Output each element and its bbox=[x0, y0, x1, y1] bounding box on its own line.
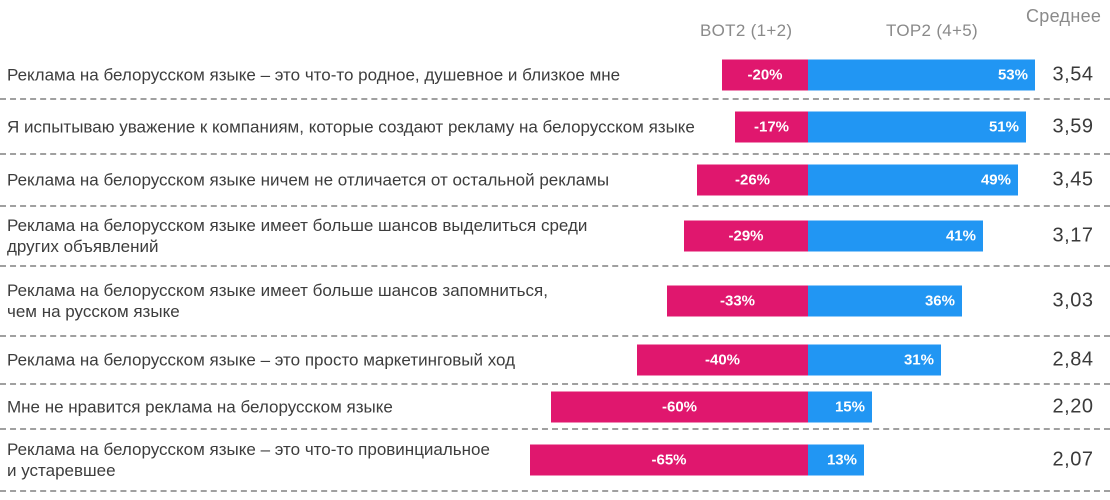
bot2-bar: -26% bbox=[697, 164, 808, 196]
bot2-bar: -29% bbox=[684, 220, 808, 252]
row-label: Реклама на белорусском языке – это что-т… bbox=[7, 439, 490, 480]
chart-row: Реклама на белорусском языке ничем не от… bbox=[0, 155, 1110, 207]
bot2-value-label: -40% bbox=[704, 351, 741, 369]
bot2-bar: -60% bbox=[551, 391, 808, 422]
bot2-bar: -20% bbox=[722, 59, 808, 91]
top2-value-label: 36% bbox=[924, 292, 955, 310]
bot2-value-label: -29% bbox=[728, 227, 764, 245]
row-label: Мне не нравится реклама на белорусском я… bbox=[7, 396, 393, 416]
row-average: 3,45 bbox=[1052, 168, 1094, 191]
bot2-value-label: -33% bbox=[719, 292, 756, 310]
bot2-bar: -65% bbox=[530, 444, 808, 476]
top2-value-label: 15% bbox=[834, 398, 865, 415]
top2-bar: 31% bbox=[808, 344, 941, 376]
top2-bar: 51% bbox=[808, 111, 1026, 142]
bot2-value-label: -65% bbox=[651, 451, 687, 469]
average-column-header: Среднее bbox=[1026, 6, 1102, 26]
top2-value-label: 41% bbox=[945, 227, 976, 245]
top2-bar: 53% bbox=[808, 59, 1035, 91]
top2-value-label: 51% bbox=[988, 118, 1019, 135]
top2-value-label: 31% bbox=[903, 351, 934, 369]
row-label: Реклама на белорусском языке ничем не от… bbox=[7, 170, 610, 190]
bot2-value-label: -26% bbox=[734, 171, 771, 189]
bot2-bar: -17% bbox=[735, 111, 808, 142]
chart-row: Реклама на белорусском языке – это что-т… bbox=[0, 52, 1110, 100]
row-average: 3,03 bbox=[1052, 289, 1094, 312]
row-average: 3,59 bbox=[1052, 115, 1094, 137]
bot2-value-label: -20% bbox=[747, 66, 783, 84]
top2-bar: 49% bbox=[808, 164, 1018, 196]
chart-row: Мне не нравится реклама на белорусском я… bbox=[0, 385, 1110, 430]
bot2-column-header: BOT2 (1+2) bbox=[700, 21, 793, 40]
row-average: 3,17 bbox=[1052, 224, 1094, 247]
chart-rows: Реклама на белорусском языке – это что-т… bbox=[0, 52, 1110, 492]
bot2-value-label: -60% bbox=[661, 398, 698, 415]
chart-header: BOT2 (1+2) TOP2 (4+5) Среднее bbox=[0, 0, 1110, 52]
row-label: Реклама на белорусском языке – это прост… bbox=[7, 350, 516, 370]
row-average: 3,54 bbox=[1052, 63, 1094, 86]
top2-column-header: TOP2 (4+5) bbox=[886, 21, 978, 40]
row-label: Реклама на белорусском языке имеет больш… bbox=[7, 280, 548, 321]
row-average: 2,20 bbox=[1052, 395, 1094, 417]
top2-bar: 41% bbox=[808, 220, 983, 252]
chart-row: Реклама на белорусском языке – это прост… bbox=[0, 337, 1110, 385]
top2-bar: 13% bbox=[808, 444, 864, 476]
top2-value-label: 53% bbox=[997, 66, 1028, 84]
top2-bar: 36% bbox=[808, 285, 962, 317]
row-label: Реклама на белорусском языке имеет больш… bbox=[7, 215, 588, 256]
row-average: 2,84 bbox=[1052, 348, 1094, 371]
chart-row: Реклама на белорусском языке – это что-т… bbox=[0, 430, 1110, 492]
row-label: Реклама на белорусском языке – это что-т… bbox=[7, 65, 621, 85]
chart-row: Реклама на белорусском языке имеет больш… bbox=[0, 207, 1110, 267]
chart-row: Я испытываю уважение к компаниям, которы… bbox=[0, 100, 1110, 155]
top2-bar: 15% bbox=[808, 391, 872, 422]
top2-value-label: 49% bbox=[980, 171, 1011, 189]
bot2-value-label: -17% bbox=[753, 118, 790, 135]
row-average: 2,07 bbox=[1052, 448, 1094, 471]
chart-row: Реклама на белорусском языке имеет больш… bbox=[0, 267, 1110, 337]
bot2-bar: -40% bbox=[637, 344, 808, 376]
top2-value-label: 13% bbox=[826, 451, 857, 469]
bot2-bar: -33% bbox=[667, 285, 808, 317]
row-label: Я испытываю уважение к компаниям, которы… bbox=[7, 116, 695, 136]
